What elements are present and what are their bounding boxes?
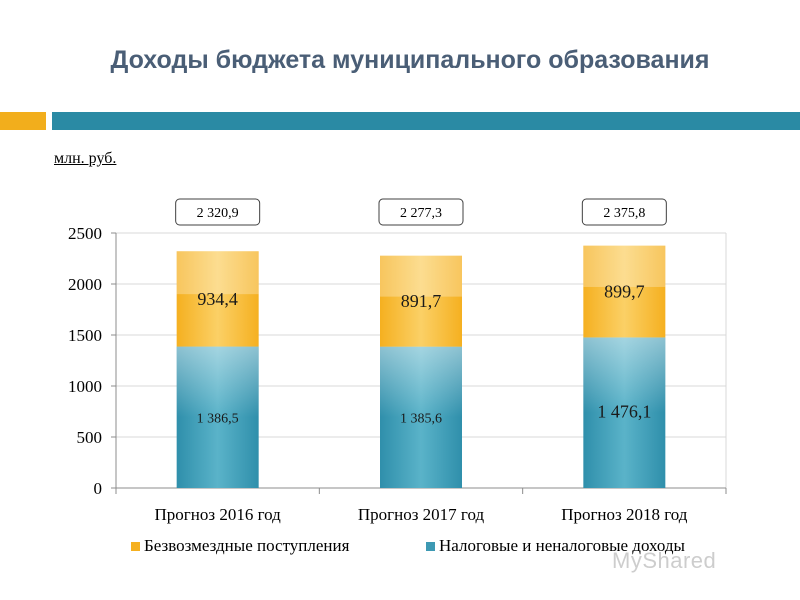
x-tick-label: Прогноз 2018 год	[561, 505, 688, 524]
bar-grants	[583, 245, 666, 338]
y-tick-label: 1000	[68, 377, 102, 396]
unit-label: млн. руб.	[54, 150, 117, 167]
header-accent-orange	[0, 112, 46, 130]
y-tick-label: 1500	[68, 326, 102, 345]
data-label-grants: 891,7	[401, 291, 442, 311]
total-label: 2 320,9	[197, 206, 239, 221]
data-label-tax-revenue: 1 386,5	[197, 411, 239, 426]
bar-grants	[380, 255, 462, 347]
data-label-tax-revenue: 1 385,6	[400, 411, 442, 426]
bar-grants	[176, 251, 259, 347]
x-tick-label: Прогноз 2017 год	[358, 505, 485, 524]
data-label-grants: 899,7	[604, 282, 645, 302]
bar-grants-highlight	[583, 245, 666, 287]
y-tick-label: 0	[94, 479, 103, 498]
y-tick-label: 2000	[68, 275, 102, 294]
legend-swatch-tax-revenue	[426, 542, 435, 551]
legend-swatch-grants	[131, 542, 140, 551]
legend-label-tax-revenue: Налоговые и неналоговые доходы	[439, 536, 686, 555]
bar-grants-highlight	[176, 251, 259, 295]
x-tick-label: Прогноз 2016 год	[155, 505, 282, 524]
bar-tax-revenue-highlight	[583, 337, 666, 413]
bar-tax-revenue-highlight	[380, 346, 462, 418]
data-label-grants: 934,4	[197, 289, 238, 309]
total-box	[581, 198, 667, 226]
watermark: MyShared	[612, 548, 717, 573]
total-label: 2 277,3	[400, 206, 442, 221]
bar-grants-highlight	[380, 255, 462, 297]
bar-tax-revenue-highlight	[176, 346, 259, 418]
y-tick-label: 500	[77, 428, 103, 447]
y-tick-label: 2500	[68, 224, 102, 243]
total-box	[378, 198, 464, 226]
legend-label-grants: Безвозмездные поступления	[144, 536, 350, 555]
data-label-tax-revenue: 1 476,1	[597, 402, 651, 422]
total-label: 2 375,8	[603, 206, 645, 221]
header-accent-teal	[52, 112, 800, 130]
total-box	[175, 198, 261, 226]
page-title: Доходы бюджета муниципального образовани…	[110, 46, 710, 74]
